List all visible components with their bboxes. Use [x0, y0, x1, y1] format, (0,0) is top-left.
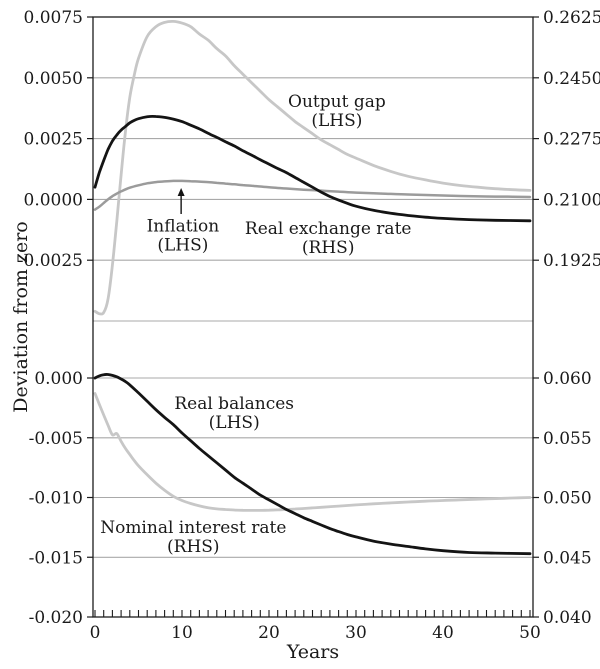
- right-axis-tick-label: 0.050: [543, 489, 592, 509]
- x-axis-tick-label: 0: [90, 623, 101, 643]
- right-axis-tick-label: 0.2450: [543, 69, 600, 89]
- y-axis-title: Deviation from zero: [10, 221, 32, 412]
- x-axis-tick-label: 30: [345, 623, 367, 643]
- left-axis-tick-label: -0.015: [29, 548, 83, 568]
- left-axis-tick-label: 0.0075: [24, 8, 83, 28]
- right-axis-tick-label: 0.2275: [543, 130, 600, 150]
- series-nominal-interest-rate: [93, 392, 532, 512]
- x-axis-title: Years: [286, 641, 339, 663]
- annotation-output-gap-label-line1: Output gap: [288, 92, 386, 112]
- right-axis-tick-label: 0.040: [543, 608, 592, 628]
- left-axis-tick-label: -0.0025: [18, 251, 83, 271]
- annotation-inflation-label-line1: Inflation: [147, 216, 220, 236]
- annotation-real-balances-label-line1: Real balances: [174, 394, 294, 414]
- right-axis-tick-label: 0.1925: [543, 251, 600, 271]
- series-real-balances: [93, 373, 532, 556]
- left-axis-tick-label: -0.020: [29, 608, 83, 628]
- x-axis-tick-label: 10: [171, 623, 193, 643]
- left-axis-tick-label: 0.000: [34, 369, 83, 389]
- left-axis-tick-label: 0.0025: [24, 130, 83, 150]
- x-axis-tick-label: 40: [432, 623, 454, 643]
- annotation-inflation-label-line2: (LHS): [157, 235, 208, 255]
- right-axis-tick-label: 0.055: [543, 429, 592, 449]
- annotation-real-exchange-rate-label-line1: Real exchange rate: [245, 219, 412, 239]
- series-real-exchange-rate: [93, 114, 532, 223]
- x-axis-tick-label: 20: [258, 623, 280, 643]
- left-axis-tick-label: -0.005: [29, 429, 83, 449]
- x-axis-tick-label: 50: [519, 623, 541, 643]
- series-inflation: [93, 179, 532, 211]
- right-axis-tick-label: 0.045: [543, 548, 592, 568]
- annotation-nominal-interest-rate-label-line2: (RHS): [167, 537, 220, 557]
- left-axis-tick-label: 0.0000: [24, 190, 83, 210]
- annotation-real-exchange-rate-label-line2: (RHS): [302, 238, 355, 258]
- right-axis-tick-label: 0.2100: [543, 190, 600, 210]
- right-axis-tick-label: 0.060: [543, 369, 592, 389]
- series-output-gap: [93, 19, 532, 316]
- left-axis-tick-label: -0.010: [29, 489, 83, 509]
- left-axis-tick-label: 0.0050: [24, 69, 83, 89]
- annotation-output-gap-label-line2: (LHS): [311, 111, 362, 131]
- right-axis-tick-label: 0.2625: [543, 8, 600, 28]
- annotation-arrowhead: [177, 187, 185, 196]
- annotation-nominal-interest-rate-label-line1: Nominal interest rate: [100, 518, 286, 538]
- annotation-real-balances-label-line2: (LHS): [209, 413, 260, 433]
